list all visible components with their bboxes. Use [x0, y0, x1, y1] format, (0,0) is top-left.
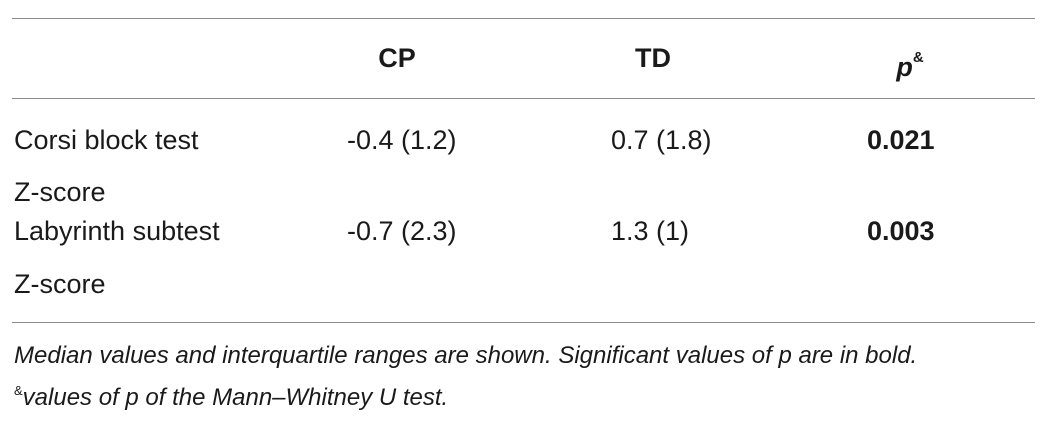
header-rule — [12, 98, 1035, 99]
row-label-subline: Z-score — [14, 269, 106, 299]
header-cp: CP — [378, 43, 416, 73]
header-p: p& — [860, 42, 960, 83]
cp-value: -0.7 (2.3) — [347, 216, 457, 246]
footnote-line-1: Median values and interquartile ranges a… — [14, 342, 918, 369]
bottom-rule — [12, 322, 1035, 323]
row-label: Corsi block test — [14, 125, 199, 155]
cp-value: -0.4 (1.2) — [347, 125, 457, 155]
footnote-marker: & — [14, 383, 23, 398]
row-label: Labyrinth subtest — [14, 216, 220, 246]
td-value: 0.7 (1.8) — [611, 125, 712, 155]
p-value: 0.003 — [867, 216, 935, 246]
header-td: TD — [635, 43, 671, 73]
td-value: 1.3 (1) — [611, 216, 690, 246]
top-rule — [12, 18, 1035, 19]
header-p-letter: p — [896, 52, 913, 82]
footnote-line-2-text: values of p of the Mann–Whitney U test. — [22, 384, 449, 411]
row-label-subline: Z-score — [14, 177, 106, 207]
footnote-line-2: &values of p of the Mann–Whitney U test. — [14, 377, 448, 412]
header-p-superscript: & — [912, 49, 924, 66]
p-value: 0.021 — [867, 125, 935, 155]
